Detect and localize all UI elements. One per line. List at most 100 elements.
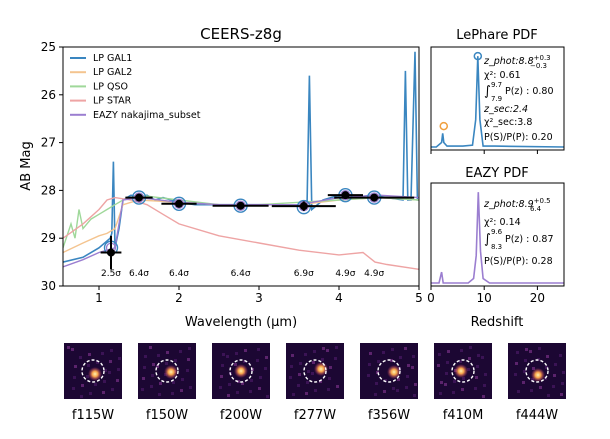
photometry-point [370,193,379,202]
ez-int-sign: ∫ [484,232,491,247]
lephare-frame [430,46,565,151]
pdf-x-tick-label: 0 [427,291,435,305]
legend-entry: LP QSO [93,81,128,92]
svg-text:z_phot:8.9+0.5: z_phot:8.9+0.5 [483,197,551,210]
cutout-f200w: f200W [212,343,270,423]
main-frame [62,46,420,287]
cutout-f150w: f150W [138,343,196,423]
sn-label: 6.9σ [294,269,314,279]
x-tick-label: 1 [95,291,103,305]
ez-ratio: P(S)/P(P): 0.28 [484,256,553,267]
ez-chi2: χ²: 0.14 [484,217,521,228]
source-blob [387,365,401,379]
x-tick-label: 4 [335,291,343,305]
legend-entry: EAZY nakajima_subset [93,110,201,121]
legend-entry: LP STAR [93,96,132,107]
aperture-circle [377,359,401,383]
aperture-circle [451,359,475,383]
redshift-axis-label: Redshift [471,315,524,330]
aperture-circle [303,359,327,383]
cutout-f277w: f277W [286,343,344,423]
x-tick-label: 3 [255,291,263,305]
lephare-title: LePhare PDF [456,28,538,43]
legend-entry: LP GAL1 [93,53,132,64]
cutout-label: f356W [368,408,410,423]
cutout-strip: f115W f150W f200W f277W f356W f410M f444W [64,343,566,423]
sn-label: 4.9σ [364,269,384,279]
ez-int-lower: 8.3 [491,243,502,251]
photometry-point [299,202,308,211]
pdf-peak-marker [439,121,449,131]
sn-label: 2.5σ [101,269,121,279]
y-tick-label: 30 [41,279,56,293]
eazy-plot: 0 10 20 z_phot:8.9+0.5 6.4 χ²: 0.14 9.6 ∫ … [427,182,565,305]
eazy-frame [430,182,565,287]
cutout-label: f150W [146,408,188,423]
source-blob [234,364,248,378]
source-blob [164,365,178,379]
cutout-f356w: f356W [360,343,418,423]
y-tick-label: 29 [41,231,56,245]
eazy-annotations: z_phot:8.9+0.5 6.4 χ²: 0.14 9.6 ∫ P(z) :… [483,197,554,267]
cutout-label: f410M [443,408,484,423]
series-line-lp-star [63,196,419,270]
source-blob [88,367,102,381]
source-blob [531,368,545,382]
cutout-label: f444W [516,408,558,423]
y-tick-label: 25 [41,40,56,54]
lp-zsec: z_sec:2.4 [483,104,528,115]
aperture-circle [81,359,105,383]
ez-int-value: P(z) : 0.87 [505,234,554,245]
lephare-annotations: z_phot:8.8+0.3 −0.3 χ²: 0.61 9.7 ∫ P(z) … [483,54,554,143]
eazy-title: EAZY PDF [465,166,528,181]
sn-label: 4.9σ [335,269,355,279]
cutout-f115w: f115W [64,343,122,423]
sn-label: 6.4σ [231,269,251,279]
main-x-axis-label: Wavelength (μm) [185,315,297,330]
ez-zphot: z_phot:8.9 [483,199,534,210]
legend: LP GAL1 LP GAL2 LP QSO LP STAR EAZY nakajima… [70,53,201,121]
svg-text:z_phot:8.8+0.3: z_phot:8.8+0.3 [483,54,551,67]
cutout-f444w: f444W [508,343,566,423]
main-title: CEERS-z8g [200,25,282,43]
main-y-axis-label: AB Mag [19,141,34,190]
ez-zphot-sup: +0.5 [534,197,551,205]
y-tick-label: 28 [41,183,56,197]
sn-label: 6.4σ [129,269,149,279]
cutout-f410m: f410M [434,343,492,423]
sn-label: 6.4σ [169,269,189,279]
lp-ratio: P(S)/P(P): 0.20 [484,132,553,143]
x-tick-label: 5 [415,291,423,305]
x-tick-label: 2 [175,291,183,305]
pdf-curve [431,56,564,148]
photometry-point [107,248,115,257]
photometry-point [236,201,245,210]
lp-zphot: z_phot:8.8 [483,56,534,67]
pdf-x-tick-label: 10 [477,291,492,305]
pdf-peak-marker [473,51,483,61]
cutout-label: f277W [294,408,336,423]
y-tick-label: 26 [41,88,56,102]
lp-zphot-sub: −0.3 [530,62,547,70]
lp-int-sign: ∫ [484,84,491,99]
photometry-point [175,199,183,208]
lephare-plot: z_phot:8.8+0.3 −0.3 χ²: 0.61 9.7 ∫ P(z) … [430,46,565,154]
aperture-circle [229,359,253,383]
cutout-label: f200W [220,408,262,423]
aperture-circle [525,359,549,383]
lp-int-lower: 7.9 [491,95,502,103]
cutout-label: f115W [72,408,114,423]
pdf-x-tick-label: 20 [530,291,545,305]
lp-chi2: χ²: 0.61 [484,70,521,81]
lp-int-upper: 9.7 [491,81,502,89]
y-tick-label: 27 [41,136,56,150]
aperture-circle [155,359,179,383]
pdf-curve [431,192,564,284]
legend-entry: LP GAL2 [93,67,132,78]
source-blob [454,364,468,378]
lp-int-value: P(z) : 0.80 [505,86,554,97]
ez-int-upper: 9.6 [491,228,503,236]
lp-chi2sec: χ²_sec:3.8 [484,117,532,128]
main-plot: 2.5σ 6.4σ 6.4σ 6.4σ 6.9σ 4.9σ 4.9σ 1 2 3 4 5 25 26 2… [41,40,423,305]
